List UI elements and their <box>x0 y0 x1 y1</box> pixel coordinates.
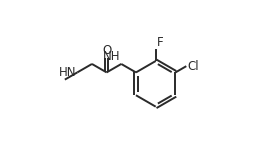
Text: NH: NH <box>103 50 121 63</box>
Text: O: O <box>102 44 111 57</box>
Text: F: F <box>156 36 163 48</box>
Text: Cl: Cl <box>187 60 199 73</box>
Text: HN: HN <box>59 66 76 79</box>
